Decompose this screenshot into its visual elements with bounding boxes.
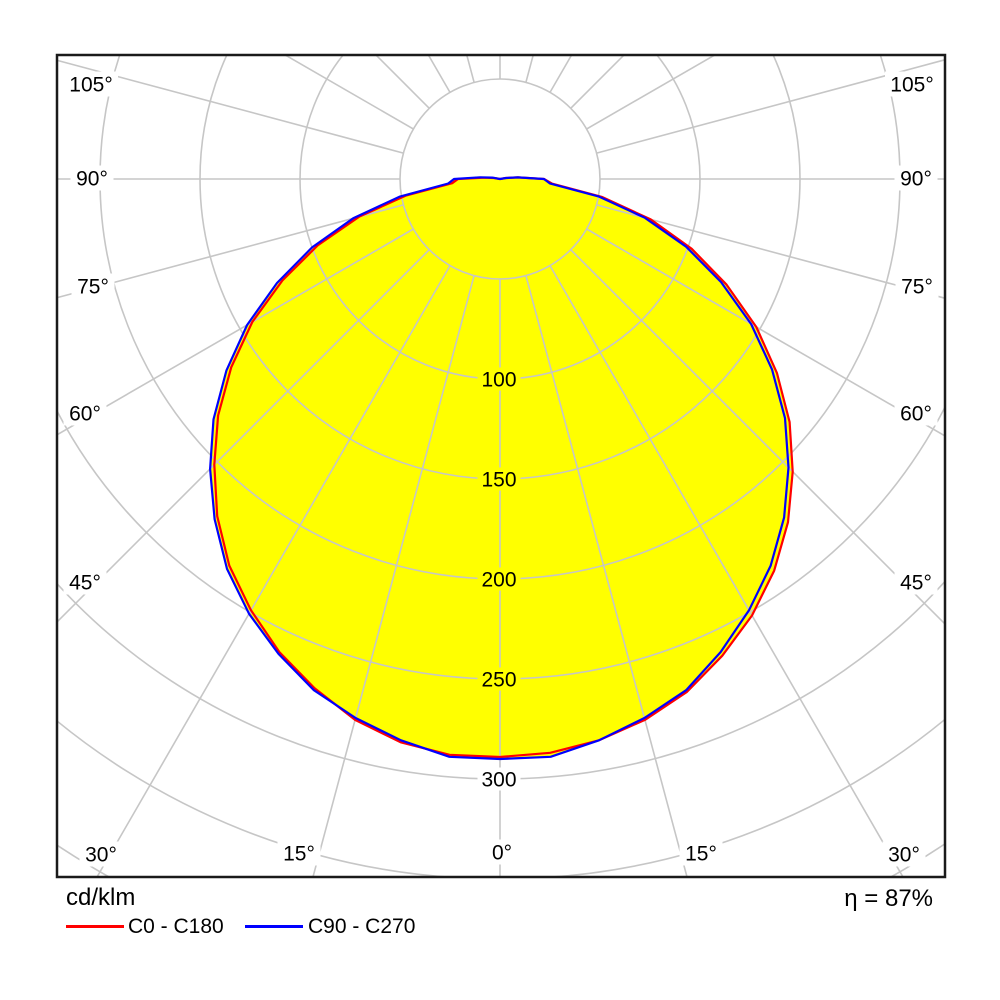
chart-frame bbox=[55, 53, 947, 879]
ring-label-300: 300 bbox=[481, 769, 516, 792]
angle-label-9-30deg-halo bbox=[882, 841, 926, 867]
angle-label-3-60deg-halo bbox=[63, 400, 107, 426]
angle-label-10-45deg: 45° bbox=[900, 572, 932, 595]
ring-label-250-halo bbox=[477, 667, 521, 691]
angle-label-8-15deg-halo bbox=[679, 840, 723, 866]
grid-spoke-255 bbox=[57, 59, 404, 154]
angle-label-5-30deg-halo bbox=[79, 841, 123, 867]
curve-C0-C180 bbox=[213, 176, 794, 759]
angle-label-6-15deg: 15° bbox=[283, 843, 315, 866]
legend-label-c0-c180: C0 - C180 bbox=[128, 915, 224, 938]
ring-label-150-halo bbox=[477, 467, 521, 491]
angle-label-8-15deg: 15° bbox=[685, 843, 717, 866]
grid-spoke-300 bbox=[57, 228, 414, 436]
grid-spoke-165 bbox=[525, 55, 535, 83]
legend-line-c0-c180 bbox=[66, 925, 124, 928]
angle-label-1-90deg: 90° bbox=[76, 168, 108, 191]
ring-label-150: 150 bbox=[481, 469, 516, 492]
grid-spoke-15 bbox=[525, 275, 688, 877]
legend-line-c90-c270 bbox=[245, 925, 303, 928]
angle-label-4-45deg-halo bbox=[63, 569, 107, 595]
angle-label-3-60deg: 60° bbox=[69, 403, 101, 426]
angle-label-7-0deg-halo bbox=[486, 839, 518, 865]
angle-label-0-105deg-halo bbox=[64, 71, 118, 97]
grid-spoke-315 bbox=[57, 249, 430, 624]
ring-label-200-halo bbox=[477, 567, 521, 591]
curve-C90-C270 bbox=[209, 176, 790, 761]
ring-label-100-halo bbox=[477, 367, 521, 391]
angle-label-9-30deg: 30° bbox=[888, 844, 920, 867]
grid-spoke-60 bbox=[586, 228, 945, 437]
efficiency-label: η = 87% bbox=[844, 885, 933, 912]
grid-spoke-285 bbox=[57, 204, 404, 299]
grid-spoke-345 bbox=[312, 275, 475, 877]
units-label: cd/klm bbox=[66, 884, 136, 911]
angle-label-14-105deg: 105° bbox=[890, 74, 933, 97]
angle-label-6-15deg-halo bbox=[277, 840, 321, 866]
angle-label-1-90deg-halo bbox=[70, 165, 114, 191]
grid-spoke-240 bbox=[283, 55, 414, 130]
angle-label-13-90deg-halo bbox=[894, 165, 938, 191]
angle-label-12-75deg-halo bbox=[895, 273, 939, 299]
angle-label-11-60deg: 60° bbox=[900, 403, 932, 426]
angle-label-0-105deg: 105° bbox=[69, 74, 112, 97]
grid-spoke-45 bbox=[570, 249, 945, 626]
ring-label-250: 250 bbox=[481, 669, 516, 692]
angle-label-7-0deg: 0° bbox=[492, 842, 512, 865]
angle-label-2-75deg-halo bbox=[71, 273, 115, 299]
legend: C0 - C180 C90 - C270 bbox=[0, 913, 1000, 943]
ring-label-100: 100 bbox=[481, 369, 516, 392]
legend-label-c90-c270: C90 - C270 bbox=[308, 915, 416, 938]
ring-label-300-halo bbox=[477, 767, 521, 791]
grid-spoke-120 bbox=[586, 55, 717, 130]
angle-label-12-75deg: 75° bbox=[901, 276, 933, 299]
angle-label-5-30deg: 30° bbox=[85, 844, 117, 867]
grid-spoke-30 bbox=[549, 265, 904, 877]
ring-label-200: 200 bbox=[481, 569, 516, 592]
angle-label-4-45deg: 45° bbox=[69, 572, 101, 595]
angle-label-2-75deg: 75° bbox=[77, 276, 109, 299]
grid-spoke-75 bbox=[596, 204, 945, 300]
angle-label-13-90deg: 90° bbox=[900, 168, 932, 191]
grid-spoke-330 bbox=[96, 265, 451, 877]
angle-label-10-45deg-halo bbox=[894, 569, 938, 595]
grid-spoke-195 bbox=[465, 55, 475, 83]
angle-label-11-60deg-halo bbox=[894, 400, 938, 426]
grid-spoke-105 bbox=[596, 58, 945, 154]
angle-label-14-105deg-halo bbox=[885, 71, 939, 97]
